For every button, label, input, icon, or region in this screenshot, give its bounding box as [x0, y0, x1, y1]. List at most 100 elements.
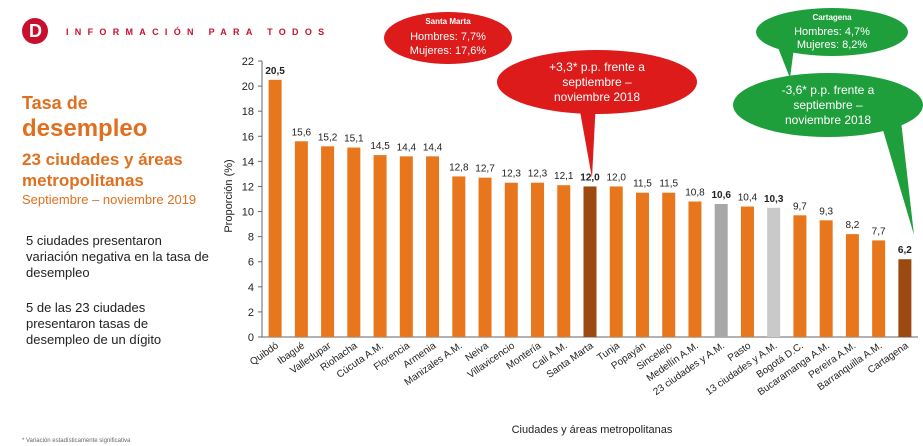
bar-value-label: 11,5 [659, 179, 678, 190]
cartagena-change-line-2: septiembre – [793, 98, 863, 112]
bar [268, 79, 282, 338]
title-line-2: desempleo [22, 115, 148, 142]
bar-value-label: 10,8 [685, 188, 705, 199]
y-tick-label: 18 [242, 106, 254, 118]
bar [609, 186, 623, 337]
cartagena-men-rate: Hombres: 4,7% [794, 26, 870, 38]
bar-value-label: 10,3 [764, 194, 784, 205]
bar-value-label: 9,7 [793, 201, 807, 212]
santa-marta-change-line-3: noviembre 2018 [554, 90, 640, 104]
note-single-digit: 5 de las 23 ciudades presentaron tasas d… [26, 300, 162, 347]
bar-value-label: 14,5 [370, 141, 390, 152]
bar [583, 186, 597, 337]
y-axis-label: Proporción (%) [223, 159, 235, 232]
footnote: * Variación estadísticamente significati… [22, 438, 131, 444]
bar-value-label: 15,6 [292, 127, 312, 138]
bar-value-label: 7,7 [872, 226, 886, 237]
bar [714, 204, 728, 337]
x-tick-label: Quibdó [248, 340, 281, 368]
chart-value-labels: 20,5 15,6 15,2 15,1 14,5 14,4 14,4 12,8 12,7 12,3… [265, 66, 912, 256]
bar [635, 192, 649, 337]
santa-marta-change-line-1: +3,3* p.p. frente a [549, 60, 645, 74]
santa-marta-change-bubble [497, 50, 697, 114]
bar-value-label: 20,5 [265, 66, 285, 77]
logo-letter: D [29, 21, 42, 41]
bar [426, 156, 440, 337]
santa-marta-gender-callout: Santa Marta Hombres: 7,7% Mujeres: 17,6% [384, 12, 512, 64]
santa-marta-women-rate: Mujeres: 17,6% [410, 45, 487, 57]
y-tick-label: 22 [242, 56, 254, 68]
santa-marta-gender-bubble [384, 12, 512, 64]
bar [347, 147, 361, 337]
santa-marta-change-callout: +3,3* p.p. frente a septiembre – noviemb… [497, 50, 697, 178]
bar-value-label: 12,1 [554, 171, 574, 182]
santa-marta-callout-pointer [578, 100, 596, 178]
bar [740, 206, 754, 337]
x-axis-label: Ciudades y áreas metropolitanas [512, 424, 673, 436]
bar [872, 240, 886, 337]
bar [452, 176, 466, 337]
y-tick-label: 4 [248, 282, 254, 294]
bar [898, 259, 912, 337]
y-tick-label: 2 [248, 307, 254, 319]
cartagena-change-bubble [733, 73, 923, 137]
bar-value-label: 12,0 [607, 172, 627, 183]
y-tick-label: 12 [242, 181, 254, 193]
bar-value-label: 15,2 [318, 132, 338, 143]
bar [819, 220, 833, 337]
bar-value-label: 12,3 [502, 169, 522, 180]
bar [688, 201, 702, 337]
cartagena-change-pointer [880, 112, 914, 235]
bar-value-label: 12,0 [580, 172, 600, 183]
bar-value-label: 6,2 [898, 245, 912, 256]
bar-value-label: 11,5 [633, 179, 652, 190]
cartagena-gender-bubble [756, 8, 908, 56]
note-negative-variation: 5 ciudades presentaron variación negativ… [26, 233, 209, 280]
bar-value-label: 12,7 [475, 164, 495, 175]
period-text: Septiembre – noviembre 2019 [22, 192, 197, 207]
y-tick-label: 6 [248, 257, 254, 269]
chart-bars [268, 79, 912, 338]
bar-value-label: 14,4 [397, 142, 417, 153]
y-tick-label: 0 [248, 332, 254, 344]
bar-value-label: 12,3 [528, 169, 548, 180]
bar-value-label: 10,6 [711, 190, 731, 201]
cartagena-change-line-1: -3,6* p.p. frente a [782, 83, 875, 97]
y-tick-label: 14 [242, 156, 254, 168]
bar-value-label: 8,2 [845, 220, 859, 231]
cartagena-callout-title: Cartagena [812, 13, 852, 22]
logo: D [22, 18, 48, 44]
bar-value-label: 9,3 [819, 206, 833, 217]
bar-value-label: 14,4 [423, 142, 443, 153]
bar [294, 141, 308, 337]
bar [373, 155, 387, 337]
bar [504, 182, 518, 337]
y-tick-label: 10 [242, 207, 254, 219]
bar [531, 182, 545, 337]
bar [321, 146, 335, 337]
bar [793, 215, 807, 337]
santa-marta-callout-title: Santa Marta [425, 17, 471, 26]
cartagena-gender-callout: Cartagena Hombres: 4,7% Mujeres: 8,2% [756, 8, 908, 78]
brand-text: INFORMACIÓN PARA TODOS [66, 27, 331, 37]
y-tick-label: 8 [248, 232, 254, 244]
title-line-1: Tasa de [22, 93, 88, 113]
bar-value-label: 10,4 [738, 193, 758, 204]
santa-marta-men-rate: Hombres: 7,7% [410, 31, 486, 43]
santa-marta-change-line-2: septiembre – [562, 75, 632, 89]
bar [845, 234, 859, 337]
bar [399, 156, 413, 337]
bar [478, 177, 492, 337]
bar-value-label: 12,8 [449, 162, 469, 173]
cartagena-women-rate: Mujeres: 8,2% [797, 39, 868, 51]
y-tick-label: 16 [242, 131, 254, 143]
bar-value-label: 15,1 [344, 134, 364, 145]
bar [767, 207, 781, 337]
y-tick-label: 20 [242, 81, 254, 93]
cartagena-change-callout: -3,6* p.p. frente a septiembre – noviemb… [733, 73, 923, 235]
bar [662, 192, 676, 337]
bar [557, 185, 571, 337]
title-line-3: 23 ciudades y áreas metropolitanas [22, 150, 183, 190]
